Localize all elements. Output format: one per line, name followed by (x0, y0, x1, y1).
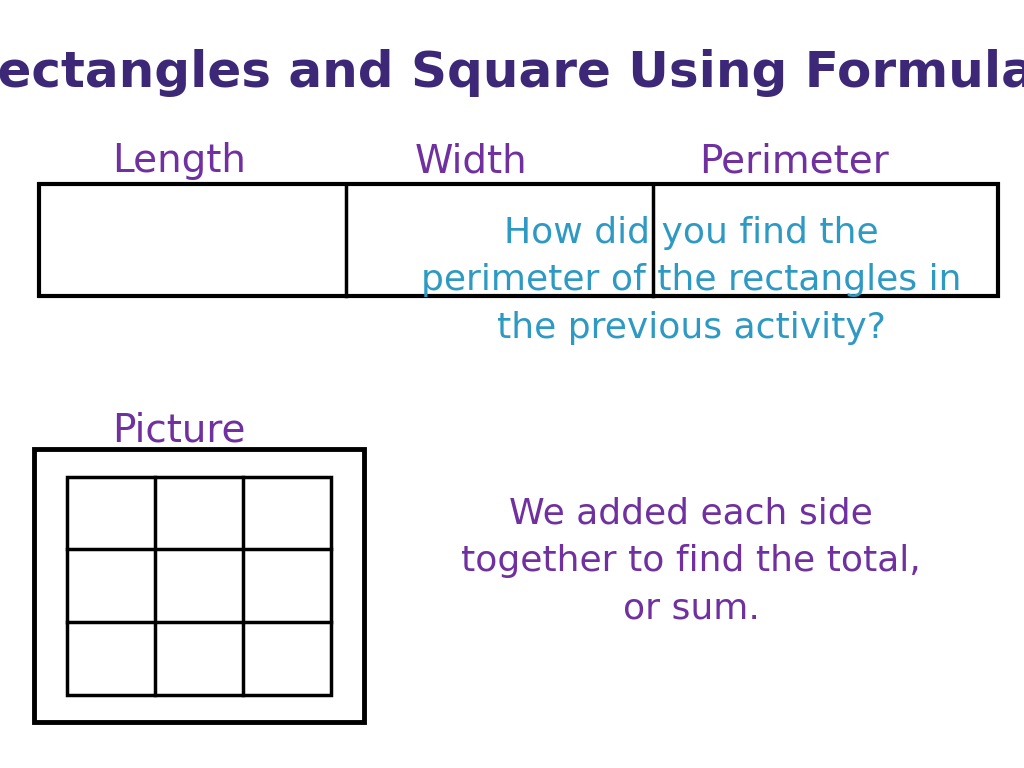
Text: Width: Width (415, 142, 527, 180)
Text: Length: Length (113, 142, 246, 180)
Text: Picture: Picture (113, 411, 246, 449)
Bar (67, 477, 331, 694)
Text: Rectangles and Square Using Formulas: Rectangles and Square Using Formulas (0, 49, 1024, 97)
Text: Perimeter: Perimeter (698, 142, 889, 180)
Text: We added each side
together to find the total,
or sum.: We added each side together to find the … (462, 496, 921, 625)
Bar (39, 184, 998, 296)
Bar (34, 449, 364, 722)
Text: How did you find the
perimeter of the rectangles in
the previous activity?: How did you find the perimeter of the re… (421, 216, 962, 345)
